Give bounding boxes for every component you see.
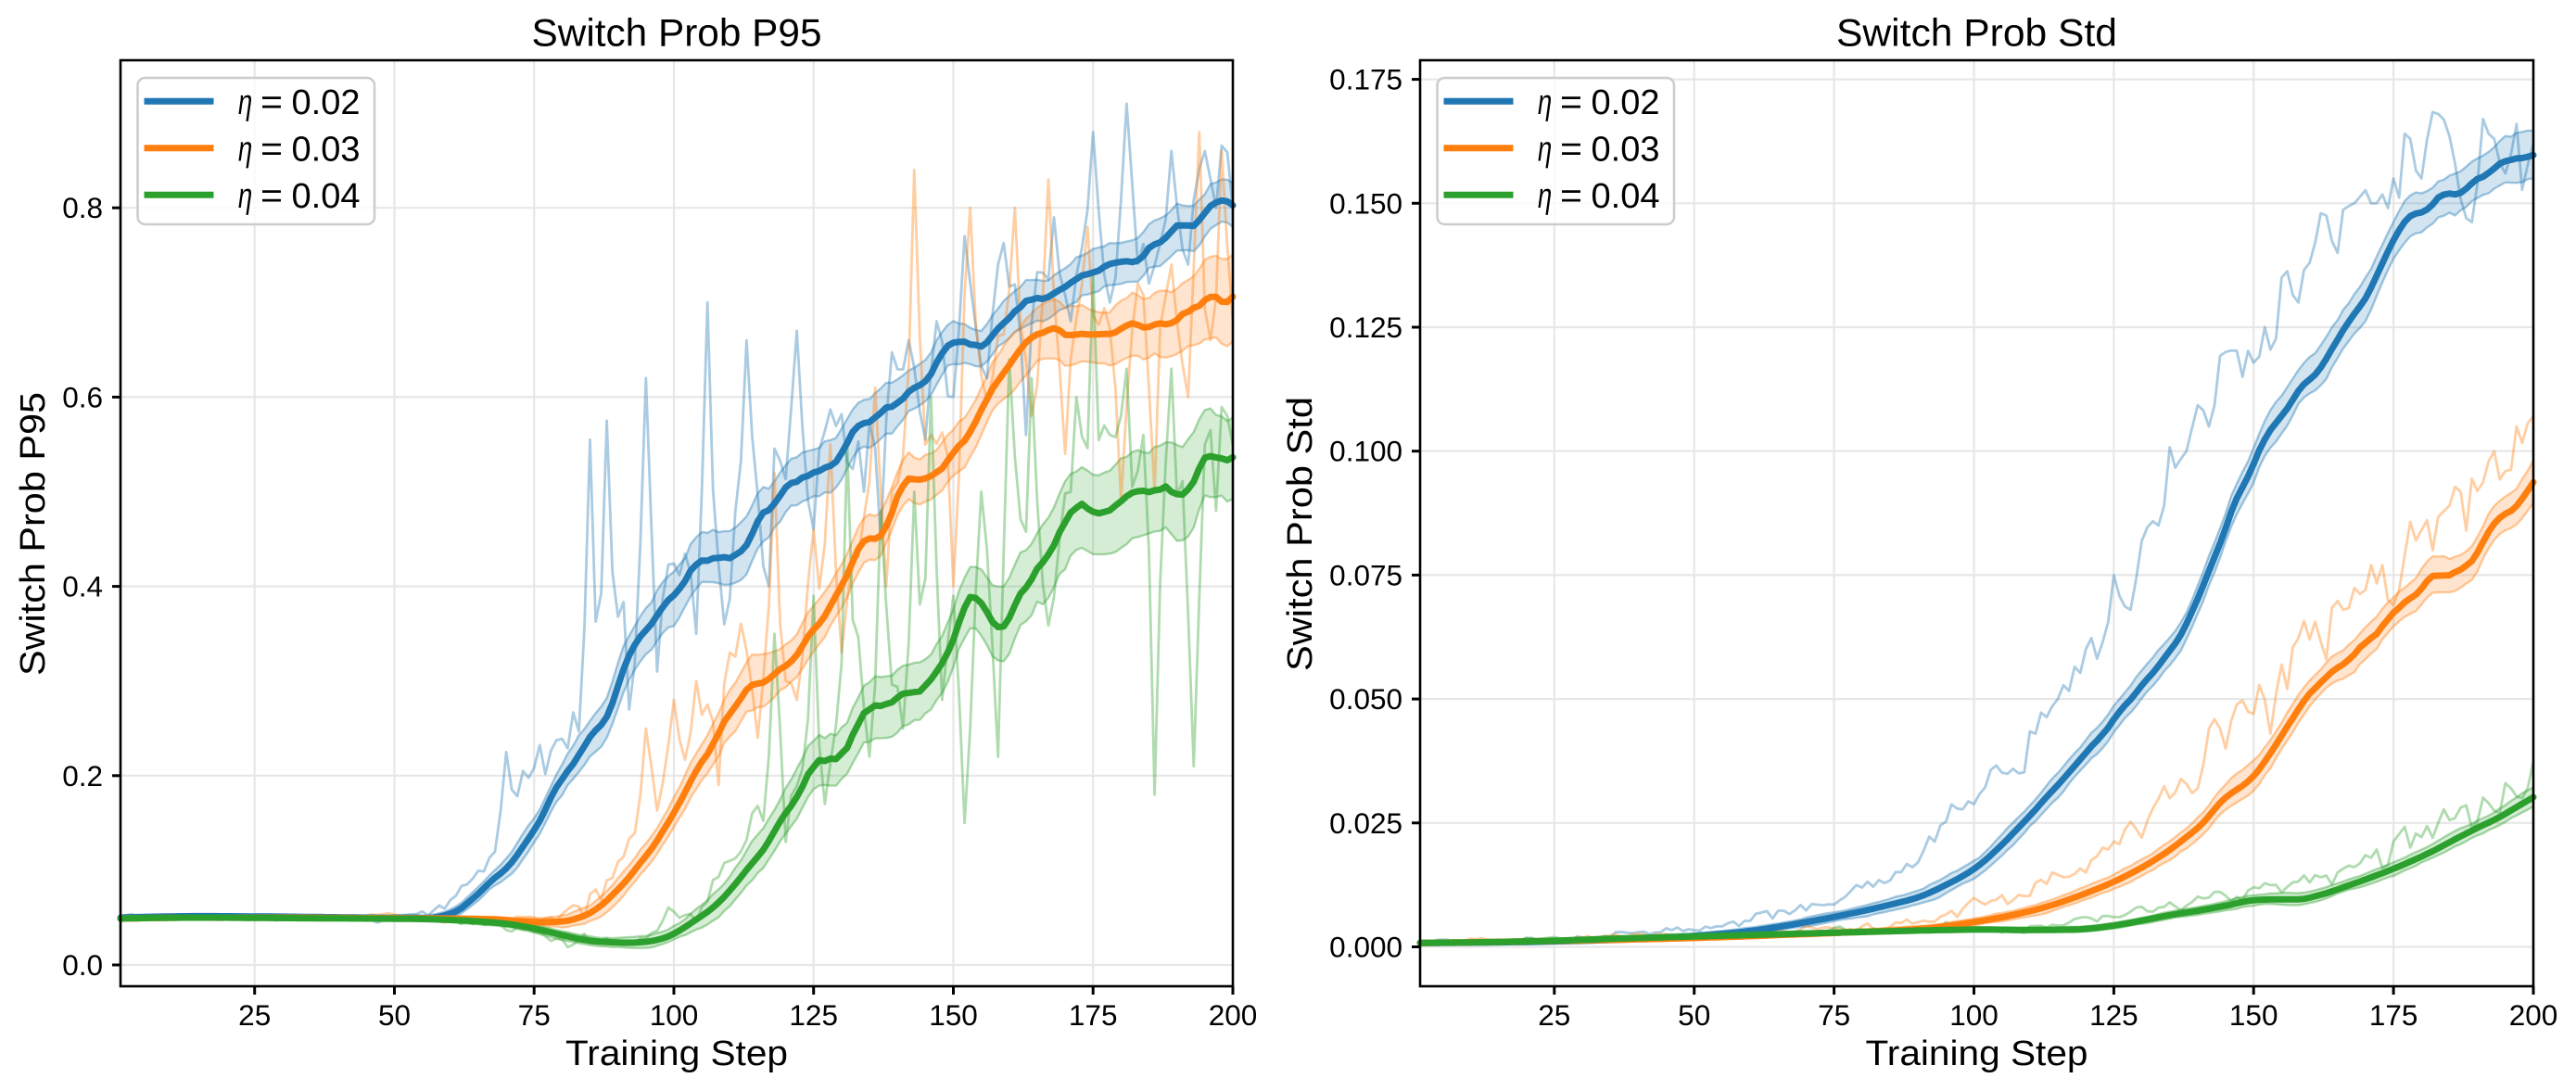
svg-text:50: 50: [378, 998, 411, 1032]
svg-text:150: 150: [929, 998, 978, 1032]
svg-text:0.0: 0.0: [62, 948, 103, 982]
svg-text:0.4: 0.4: [62, 570, 103, 603]
svg-text:125: 125: [789, 998, 838, 1032]
svg-text:100: 100: [650, 998, 699, 1032]
svg-text:=: =: [260, 130, 283, 169]
svg-text:0.03: 0.03: [1592, 130, 1660, 169]
svg-text:η: η: [1535, 177, 1554, 216]
svg-text:50: 50: [1678, 998, 1710, 1032]
svg-text:125: 125: [2089, 998, 2138, 1032]
svg-text:0.025: 0.025: [1329, 806, 1402, 840]
svg-text:0.04: 0.04: [1592, 177, 1660, 216]
svg-text:0.125: 0.125: [1329, 311, 1402, 344]
svg-text:Switch Prob Std: Switch Prob Std: [1281, 397, 1320, 671]
svg-text:0.02: 0.02: [292, 83, 361, 122]
svg-text:Switch Prob P95: Switch Prob P95: [14, 392, 53, 676]
svg-text:25: 25: [1538, 998, 1570, 1032]
svg-text:Training Step: Training Step: [1866, 1034, 2088, 1073]
svg-text:Switch Prob P95: Switch Prob P95: [532, 11, 822, 55]
svg-text:0.100: 0.100: [1329, 435, 1402, 468]
svg-text:η: η: [235, 177, 255, 216]
svg-text:0.175: 0.175: [1329, 63, 1402, 96]
svg-text:=: =: [1560, 83, 1582, 122]
svg-text:Training Step: Training Step: [565, 1034, 788, 1073]
svg-text:=: =: [260, 177, 283, 216]
svg-text:η: η: [235, 83, 255, 122]
svg-text:200: 200: [1209, 998, 1258, 1032]
svg-text:η: η: [235, 130, 255, 169]
svg-text:0.02: 0.02: [1592, 83, 1660, 122]
svg-text:75: 75: [518, 998, 551, 1032]
svg-text:=: =: [1560, 130, 1582, 169]
svg-text:0.050: 0.050: [1329, 682, 1402, 716]
svg-text:η: η: [1535, 130, 1554, 169]
svg-text:Switch Prob Std: Switch Prob Std: [1836, 11, 2117, 55]
svg-text:150: 150: [2229, 998, 2278, 1032]
svg-text:=: =: [1560, 177, 1582, 216]
svg-text:175: 175: [1069, 998, 1118, 1032]
svg-text:0.000: 0.000: [1329, 931, 1402, 964]
svg-text:0.075: 0.075: [1329, 558, 1402, 591]
svg-text:0.04: 0.04: [292, 177, 361, 216]
svg-text:0.8: 0.8: [62, 191, 103, 224]
svg-text:25: 25: [238, 998, 271, 1032]
svg-text:0.6: 0.6: [62, 380, 103, 413]
svg-text:η: η: [1535, 83, 1554, 122]
svg-text:175: 175: [2369, 998, 2418, 1032]
svg-text:200: 200: [2509, 998, 2558, 1032]
svg-text:0.2: 0.2: [62, 759, 103, 793]
svg-text:100: 100: [1949, 998, 1999, 1032]
svg-text:0.150: 0.150: [1329, 186, 1402, 220]
svg-text:75: 75: [1818, 998, 1850, 1032]
svg-text:=: =: [260, 83, 283, 122]
svg-text:0.03: 0.03: [292, 130, 361, 169]
